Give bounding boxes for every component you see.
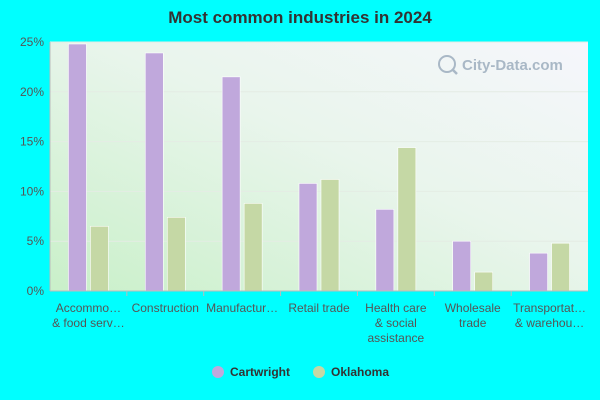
bar-cartwright	[68, 43, 87, 292]
legend-swatch	[212, 366, 224, 378]
watermark: City-Data.com	[438, 55, 563, 75]
bar-cartwright	[529, 252, 548, 292]
y-tick-label: 25%	[20, 35, 44, 49]
bar-cartwright	[221, 76, 241, 292]
y-tick-label: 15%	[20, 135, 44, 149]
legend-label: Oklahoma	[331, 365, 389, 379]
axes	[49, 42, 588, 296]
bar-oklahoma	[320, 179, 340, 292]
x-category-label: Retail trade	[288, 301, 350, 315]
bar-oklahoma	[397, 147, 417, 292]
legend-label: Cartwright	[230, 365, 290, 379]
bar-oklahoma	[166, 216, 186, 292]
x-category-label: Transportat…	[513, 301, 586, 315]
bar-oklahoma	[243, 203, 263, 292]
legend-item-oklahoma: Oklahoma	[313, 365, 389, 379]
x-category-label: & social	[375, 316, 417, 330]
city-data-logo-icon	[438, 55, 458, 75]
x-category-label: Health care	[365, 301, 427, 315]
bar-oklahoma	[90, 225, 109, 292]
bar-cartwright	[298, 183, 318, 292]
x-category-label: & food serv…	[52, 316, 125, 330]
bar-oklahoma	[551, 242, 570, 292]
chart-title: Most common industries in 2024	[168, 8, 432, 27]
bar-oklahoma	[474, 271, 494, 292]
x-category-label: Construction	[132, 301, 199, 315]
legend-item-cartwright: Cartwright	[212, 365, 290, 379]
x-category-label: trade	[459, 316, 487, 330]
bars	[68, 43, 570, 292]
y-tick-label: 10%	[20, 184, 44, 198]
x-category-label: & warehou…	[515, 316, 584, 330]
plot-area	[50, 42, 588, 291]
x-category-label: assistance	[368, 331, 425, 345]
legend-swatch	[313, 366, 325, 378]
bar-cartwright	[375, 209, 395, 292]
y-tick-label: 5%	[27, 234, 45, 248]
x-category-label: Accommo…	[56, 301, 121, 315]
y-tick-label: 20%	[20, 85, 44, 99]
legend: Cartwright Oklahoma	[212, 365, 389, 379]
x-category-label: Wholesale	[445, 301, 501, 315]
watermark-text: City-Data.com	[462, 57, 563, 74]
axis-labels: 0% 5% 10% 15% 20% 25% Accommo…& food serv… Cons…	[20, 35, 586, 345]
bar-cartwright	[452, 240, 472, 292]
grid-lines	[50, 41, 588, 242]
x-category-label: Manufactur…	[206, 301, 278, 315]
y-tick-label: 0%	[27, 284, 45, 298]
bar-cartwright	[144, 52, 164, 292]
